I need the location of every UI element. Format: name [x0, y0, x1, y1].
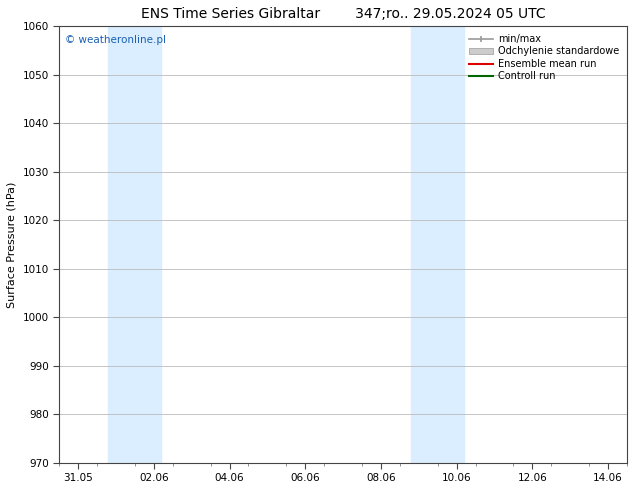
Bar — [437, 26, 464, 463]
Bar — [411, 26, 437, 463]
Bar — [135, 26, 162, 463]
Title: ENS Time Series Gibraltar        347;ro.. 29.05.2024 05 UTC: ENS Time Series Gibraltar 347;ro.. 29.05… — [141, 7, 545, 21]
Bar — [108, 26, 135, 463]
Legend: min/max, Odchylenie standardowe, Ensemble mean run, Controll run: min/max, Odchylenie standardowe, Ensembl… — [466, 31, 622, 84]
Text: © weatheronline.pl: © weatheronline.pl — [65, 35, 166, 45]
Y-axis label: Surface Pressure (hPa): Surface Pressure (hPa) — [7, 181, 17, 308]
